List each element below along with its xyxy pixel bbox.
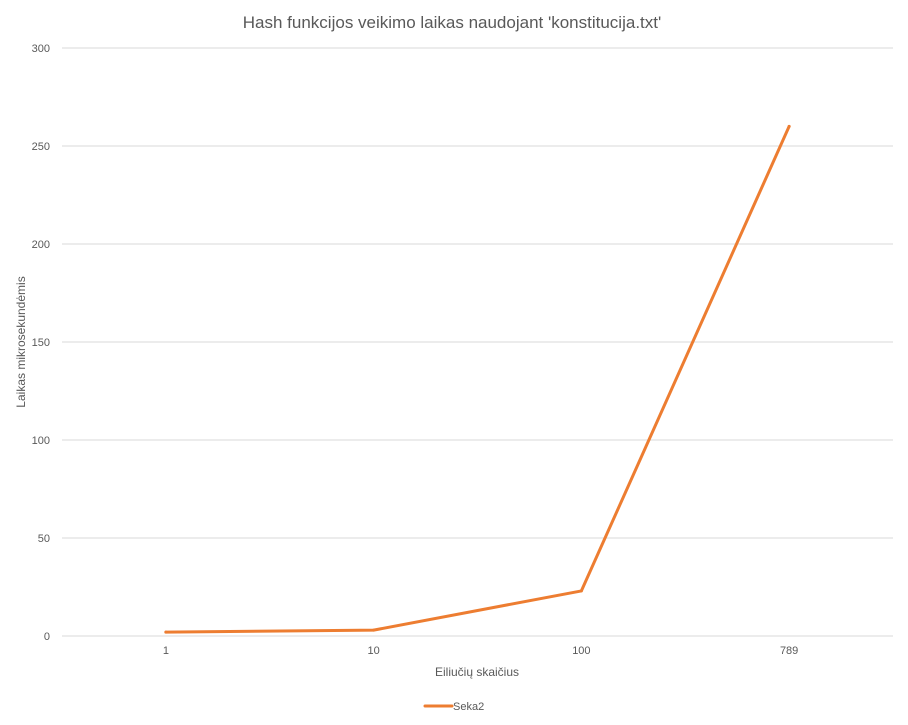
y-tick-label: 0	[44, 631, 50, 643]
data-point	[164, 630, 168, 634]
x-tick-label: 789	[780, 645, 798, 657]
y-tick-label: 100	[32, 435, 50, 447]
x-tick-label: 1	[163, 645, 169, 657]
x-axis-title: Eiliučių skaičius	[435, 665, 519, 679]
y-axis-title: Laikas mikrosekundėmis	[14, 276, 28, 407]
y-tick-label: 200	[32, 239, 50, 251]
y-axis-tick-labels: 0 50 100 150 200 250 300	[32, 43, 50, 643]
legend-label: Seka2	[453, 701, 484, 713]
series-line	[164, 124, 791, 634]
data-point	[579, 589, 583, 593]
x-axis-tick-labels: 1 10 100 789	[163, 645, 798, 657]
chart-title: Hash funkcijos veikimo laikas naudojant …	[243, 13, 661, 32]
x-tick-label: 100	[572, 645, 590, 657]
data-point	[372, 628, 376, 632]
series-lines	[164, 124, 791, 634]
y-tick-label: 150	[32, 337, 50, 349]
y-tick-label: 50	[38, 533, 50, 545]
x-tick-label: 10	[368, 645, 380, 657]
data-point	[787, 124, 791, 128]
y-tick-label: 300	[32, 43, 50, 55]
legend: Seka2	[423, 701, 484, 713]
gridlines	[62, 47, 893, 637]
y-tick-label: 250	[32, 141, 50, 153]
